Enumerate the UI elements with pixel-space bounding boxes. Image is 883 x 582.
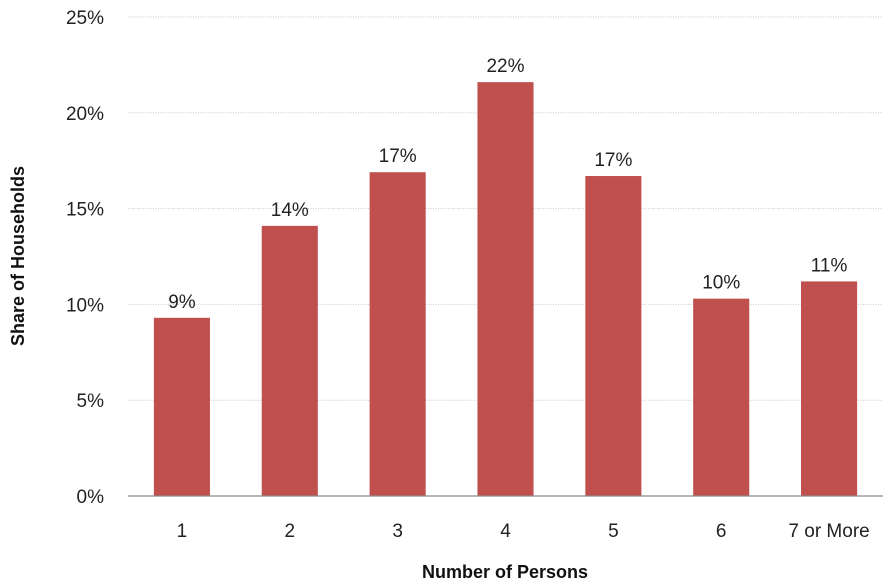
y-tick-label: 0% bbox=[77, 487, 105, 508]
x-axis-ticks: 1 2 3 4 5 6 7 or More bbox=[177, 521, 870, 542]
bar-data-label: 10% bbox=[702, 273, 740, 294]
y-tick-label: 25% bbox=[66, 8, 104, 29]
bars bbox=[153, 82, 858, 497]
x-tick-label: 3 bbox=[392, 521, 403, 542]
x-tick-label: 7 or More bbox=[788, 521, 869, 542]
y-tick-label: 20% bbox=[66, 104, 104, 125]
y-axis-ticks: 0% 5% 10% 15% 20% 25% bbox=[66, 8, 104, 508]
x-tick-label: 2 bbox=[284, 521, 295, 542]
x-tick-label: 4 bbox=[500, 521, 511, 542]
data-labels: 9% 14% 17% 22% 17% 10% 11% bbox=[168, 56, 847, 313]
bar-data-label: 22% bbox=[486, 56, 524, 77]
bar-data-label: 14% bbox=[271, 200, 309, 221]
bar bbox=[585, 176, 642, 496]
y-tick-label: 10% bbox=[66, 295, 104, 316]
x-tick-label: 5 bbox=[608, 521, 619, 542]
bar bbox=[693, 298, 750, 496]
x-tick-label: 6 bbox=[716, 521, 727, 542]
bar-data-label: 11% bbox=[811, 255, 848, 276]
bar-data-label: 9% bbox=[168, 292, 196, 313]
x-axis-title: Number of Persons bbox=[422, 562, 588, 582]
bar bbox=[153, 317, 210, 496]
bar bbox=[369, 172, 426, 497]
y-tick-label: 15% bbox=[66, 200, 104, 221]
y-axis-title: Share of Households bbox=[8, 166, 28, 346]
bar bbox=[801, 281, 858, 496]
bar bbox=[261, 225, 318, 496]
x-tick-label: 1 bbox=[177, 521, 188, 542]
bar-data-label: 17% bbox=[594, 150, 632, 171]
y-tick-label: 5% bbox=[77, 391, 105, 412]
bar bbox=[477, 82, 534, 497]
bar-data-label: 17% bbox=[379, 146, 417, 167]
